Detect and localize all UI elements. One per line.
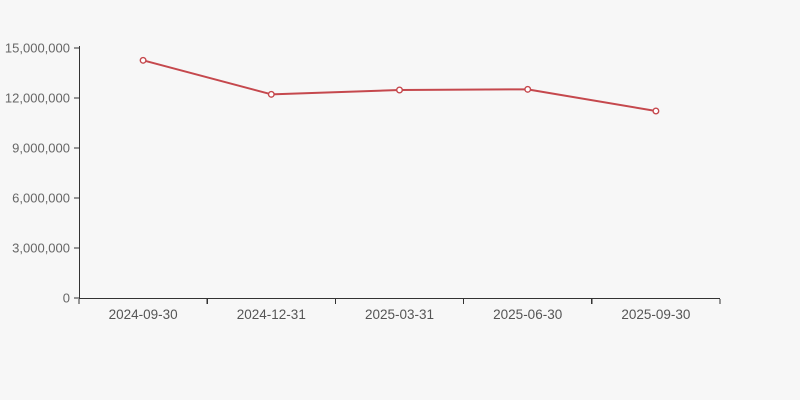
y-axis-tick-label: 6,000,000 [12,191,70,206]
data-point-marker[interactable] [267,90,275,98]
y-axis-tick-label: 9,000,000 [12,141,70,156]
data-line [142,59,657,112]
x-axis-tick-label: 2025-03-31 [365,307,434,322]
x-axis-tick-label: 2025-09-30 [621,307,690,322]
data-point-marker[interactable] [652,107,660,115]
y-axis-tick-label: 3,000,000 [12,241,70,256]
x-axis-tick-label: 2024-12-31 [237,307,306,322]
data-point-marker[interactable] [139,56,147,64]
y-axis-tick-label: 12,000,000 [5,91,70,106]
data-point-marker[interactable] [396,86,404,94]
x-axis-tick-label: 2025-06-30 [493,307,562,322]
y-axis-tick-label: 15,000,000 [5,41,70,56]
y-axis-tick-label: 0 [63,291,70,306]
x-axis-tick-label: 2024-09-30 [109,307,178,322]
data-point-marker[interactable] [524,85,532,93]
